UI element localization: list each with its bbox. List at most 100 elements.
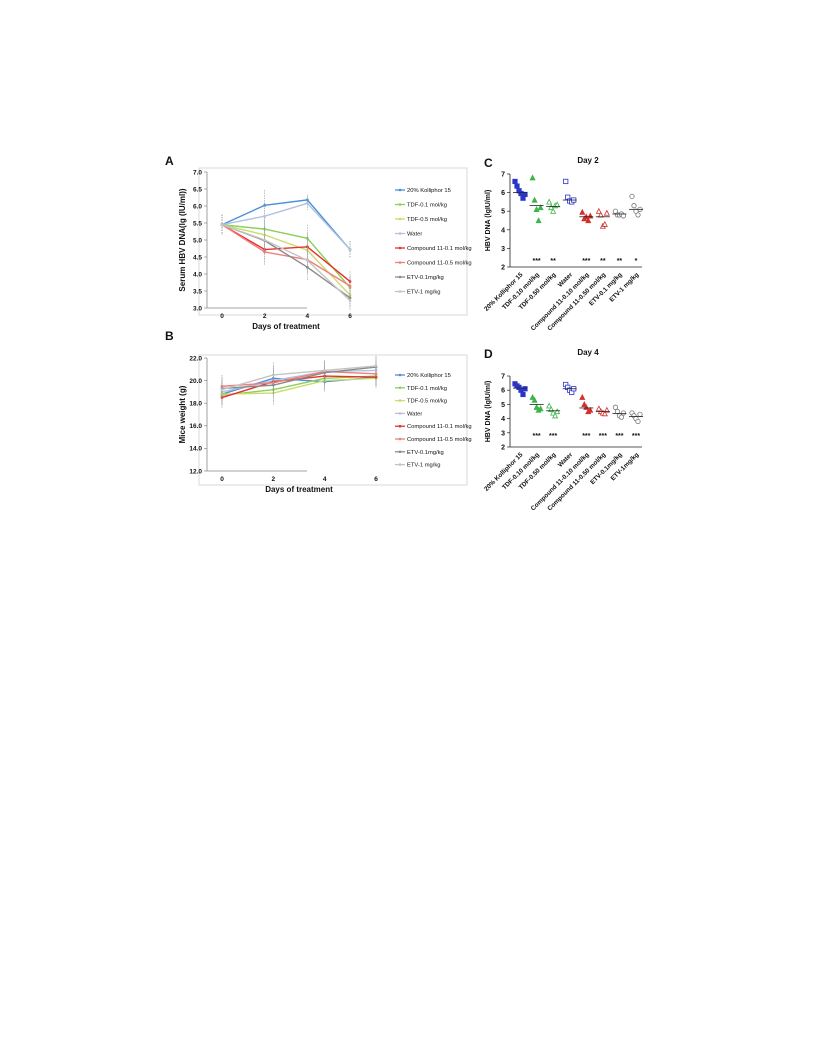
series-line xyxy=(221,199,351,250)
y-tick-label: 3 xyxy=(501,430,505,437)
data-point xyxy=(535,217,542,224)
legend-entry: TDF-0.5 mol/kg xyxy=(395,399,447,405)
data-point xyxy=(614,408,621,415)
legend-entry: ETV-0.1mg/kg xyxy=(395,275,444,281)
legend-entry: Compound 11-0.1 mol/kg xyxy=(395,424,472,430)
data-point xyxy=(587,406,594,413)
data-point xyxy=(618,414,625,420)
x-tick-label: 2 xyxy=(263,313,267,320)
data-point xyxy=(563,178,569,185)
legend-label: Water xyxy=(407,232,422,238)
legend-entry: 20% Kolliphor 15 xyxy=(395,373,451,379)
data-point xyxy=(635,212,641,218)
y-tick-label: 4 xyxy=(501,416,505,423)
series-line xyxy=(221,202,351,250)
y-axis-label: HBV DNA (lgIU/ml) xyxy=(485,381,492,443)
data-point xyxy=(579,393,586,400)
y-tick-label: 16.0 xyxy=(189,423,202,430)
legend-marker xyxy=(398,412,402,415)
data-point xyxy=(635,418,641,425)
significance-label: ** xyxy=(600,258,606,265)
x-tick-label: 4 xyxy=(323,476,327,483)
significance-label: *** xyxy=(582,258,590,265)
legend-label: Compound 11-0.1 mol/kg xyxy=(407,246,472,252)
data-point xyxy=(374,364,378,368)
series-line xyxy=(221,224,351,289)
legend-marker xyxy=(398,275,402,279)
data-point xyxy=(533,205,540,212)
x-axis-label: Days of treatment xyxy=(265,485,333,494)
legend-marker xyxy=(398,261,402,264)
legend-label: TDF-0.1 mol/kg xyxy=(407,203,447,209)
data-point xyxy=(323,371,327,375)
legend-entry: ETV-1 mg/kg xyxy=(395,463,441,469)
data-point xyxy=(537,405,544,412)
data-point xyxy=(514,183,520,189)
y-axis-label: Serum HBV DNA(lg (IU/ml)) xyxy=(178,188,187,291)
panel-label: C xyxy=(484,156,493,170)
legend-label: 20% Kolliphor 15 xyxy=(407,373,451,379)
data-point xyxy=(531,196,538,203)
y-tick-label: 3 xyxy=(501,246,505,253)
data-point xyxy=(581,401,588,408)
legend-label: Compound 11-0.5 mol/kg xyxy=(407,261,472,267)
y-tick-label: 14.0 xyxy=(189,446,202,453)
y-tick-label: 7.0 xyxy=(193,169,202,176)
legend-entry: TDF-0.1 mol/kg xyxy=(395,203,447,209)
data-point xyxy=(220,223,224,227)
y-tick-label: 5.0 xyxy=(193,237,202,244)
legend-marker xyxy=(398,217,402,221)
data-point xyxy=(305,259,309,262)
significance-label: *** xyxy=(532,433,540,440)
legend-marker xyxy=(398,450,402,454)
data-point xyxy=(512,178,518,185)
x-tick-label: 0 xyxy=(220,476,224,483)
data-point xyxy=(612,404,619,410)
x-tick-label: 0 xyxy=(220,313,224,320)
group-3: Water xyxy=(557,178,577,289)
legend-entry: Compound 11-0.5 mol/kg xyxy=(395,261,472,267)
series-line xyxy=(221,377,377,395)
y-axis-label: Mice weight (g) xyxy=(178,385,187,443)
legend-entry: TDF-0.5 mol/kg xyxy=(395,217,447,223)
chart-panel-a: A 3.0 3.5 4.0 4.5 5.0 5.5 6.0 6.5 7.0 0 2 4 6 Days of … xyxy=(165,154,472,331)
significance-label: ** xyxy=(550,258,556,265)
plot-frame xyxy=(198,167,468,316)
legend-label: TDF-0.5 mol/kg xyxy=(407,399,447,405)
legend-label: ETV-1 mg/kg xyxy=(407,290,441,296)
data-point xyxy=(348,293,352,297)
data-point xyxy=(552,412,559,419)
series-0 xyxy=(220,365,378,406)
significance-label: *** xyxy=(599,433,607,440)
data-point xyxy=(220,388,224,392)
legend-entry: TDF-0.1 mol/kg xyxy=(395,386,447,392)
group-5: **Compound 11-0.50 mol/kg xyxy=(546,207,610,332)
legend-marker xyxy=(398,463,402,466)
chart-panel-b: B 12.0 14.0 16.0 18.0 20.0 22.0 0 2 4 6 Days of tre… xyxy=(165,329,472,494)
legend-marker xyxy=(398,188,402,192)
y-tick-label: 2 xyxy=(501,265,505,272)
data-point xyxy=(601,220,608,227)
data-point xyxy=(548,204,555,211)
y-tick-label: 22.0 xyxy=(189,355,202,362)
legend-label: ETV-1 mg/kg xyxy=(407,463,441,469)
data-point xyxy=(601,410,608,417)
data-point xyxy=(585,217,592,224)
data-point xyxy=(595,405,602,412)
data-point xyxy=(637,411,643,417)
x-tick-label: 6 xyxy=(374,476,378,483)
series-line xyxy=(221,370,377,387)
data-point xyxy=(537,204,544,211)
legend-label: Water xyxy=(407,411,422,417)
data-point xyxy=(620,410,627,416)
legend-marker xyxy=(398,399,402,402)
data-point xyxy=(263,238,267,242)
legend-label: 20% Kolliphor 15 xyxy=(407,188,451,194)
legend-marker xyxy=(398,386,402,390)
legend-entry: ETV-0.1mg/kg xyxy=(395,450,444,456)
data-point xyxy=(271,373,275,377)
y-tick-label: 3.5 xyxy=(193,288,202,295)
series-line xyxy=(221,369,377,393)
legend-entry: Compound 11-0.1 mol/kg xyxy=(395,246,472,252)
